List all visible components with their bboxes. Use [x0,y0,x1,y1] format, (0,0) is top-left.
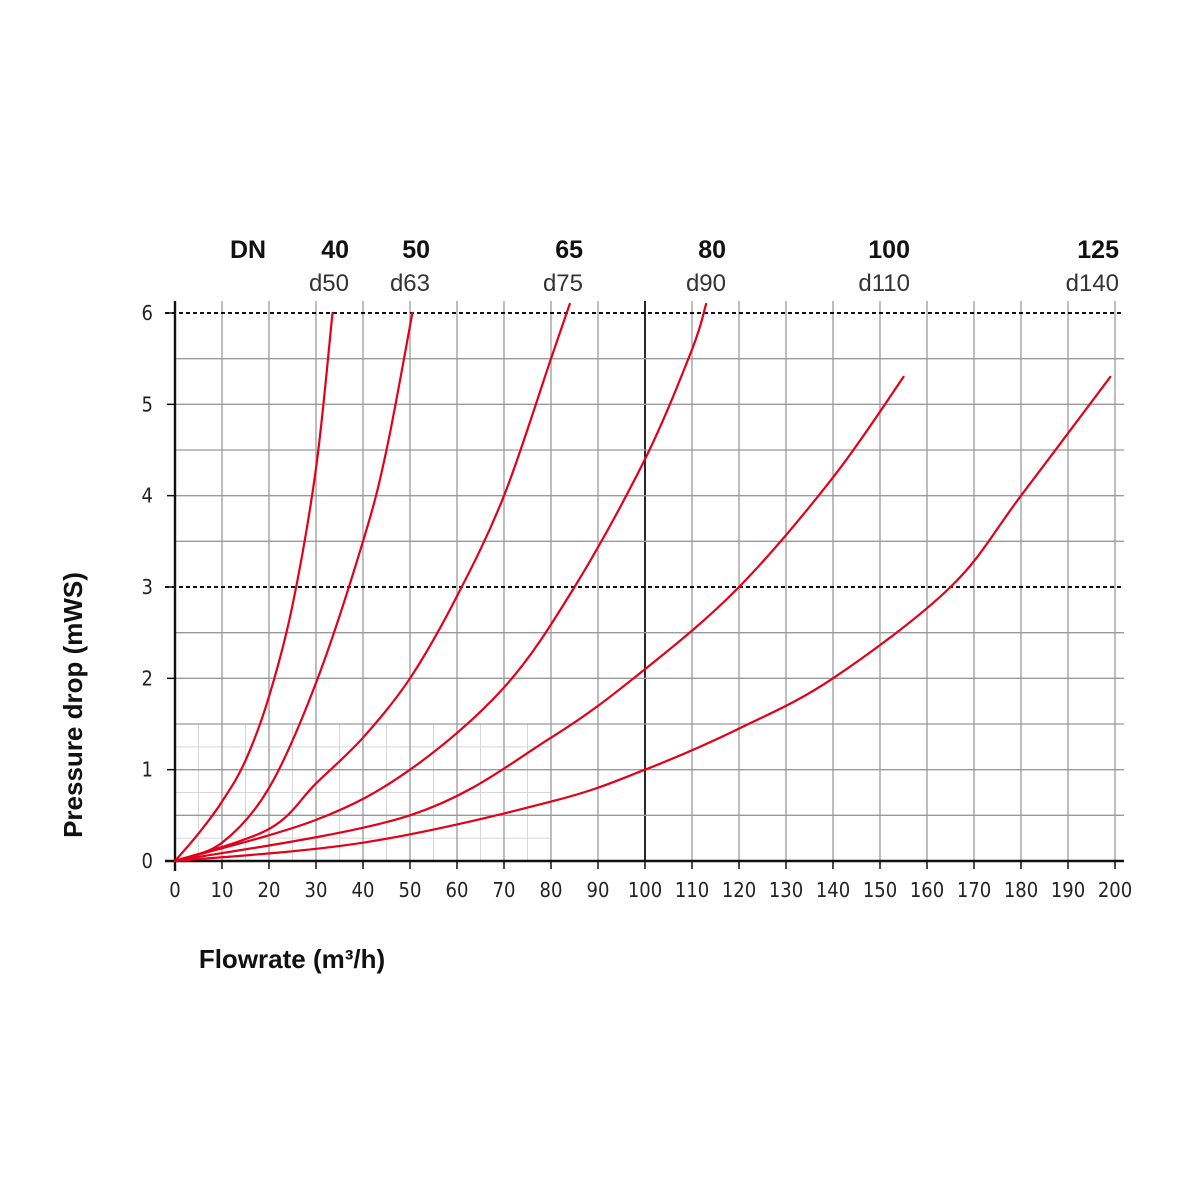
y-tick-label: 0 [142,849,153,873]
series-label-DN40: 40 [321,236,349,264]
x-tick-label: 20 [258,878,281,902]
series-line-DN65 [173,302,571,863]
x-tick-label: 30 [305,878,328,902]
x-tick-label: 70 [493,878,516,902]
axes: 0 10 20 30 40 50 60 70 80 90 100 110 120 130 140 150 160… [142,301,1132,902]
series-line-DN40 [173,311,334,863]
y-tick-label: 5 [142,392,153,416]
series-label-DN100: 100 [868,236,910,264]
header-label: DN [230,236,266,264]
series-sublabel-d90: d90 [686,270,726,297]
x-tick-label: 150 [863,878,897,902]
series-label-DN125: 125 [1077,236,1119,264]
y-axis-title: Pressure drop (mWS) [58,572,88,838]
y-tick-label: 4 [142,484,153,508]
x-tick-label: 40 [352,878,375,902]
series-sublabel-d63: d63 [390,270,430,297]
x-tick-label: 170 [957,878,991,902]
series-line-DN125 [173,375,1112,863]
series-labels: 40 d50 50 d63 65 d75 80 d90 100 d110 125 d140 [309,236,1119,297]
x-tick-label: 160 [910,878,944,902]
x-tick-label: 10 [211,878,234,902]
series-line-DN80 [173,302,708,863]
x-tick-label: 90 [587,878,610,902]
series-label-DN65: 65 [555,236,583,264]
x-tick-label: 180 [1004,878,1038,902]
y-tick-label: 3 [142,575,153,599]
x-axis-title: Flowrate (m³/h) [199,944,385,974]
x-tick-label: 110 [675,878,709,902]
series-label-DN50: 50 [402,236,430,264]
x-tick-label: 50 [399,878,422,902]
series-sublabel-d110: d110 [858,270,910,297]
series-sublabel-d50: d50 [309,270,349,297]
x-tick-label: 140 [816,878,850,902]
x-tick-label: 60 [446,878,469,902]
x-tick-label: 100 [628,878,662,902]
x-tick-label: 80 [540,878,563,902]
grid [165,301,1124,861]
x-tick-label: 0 [169,878,180,902]
y-tick-label: 1 [142,758,153,782]
x-tick-label: 130 [769,878,803,902]
x-tick-label: 120 [722,878,756,902]
series-sublabel-d75: d75 [543,270,583,297]
series-sublabel-d140: d140 [1066,270,1119,297]
y-tick-label: 2 [142,666,153,690]
series-line-DN50 [173,311,414,863]
y-tick-label: 6 [142,301,153,325]
series-lines [173,302,1112,863]
x-tick-label: 200 [1098,878,1132,902]
series-label-DN80: 80 [698,236,726,264]
series-line-DN100 [173,375,905,863]
x-tick-label: 190 [1051,878,1085,902]
